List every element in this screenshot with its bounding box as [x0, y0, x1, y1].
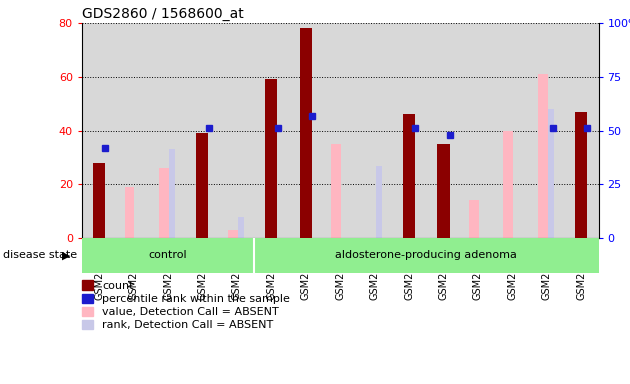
Bar — [238, 217, 244, 238]
Bar — [159, 168, 169, 238]
Bar — [331, 144, 341, 238]
Bar — [254, 238, 598, 273]
Text: control: control — [149, 250, 187, 260]
Text: ▶: ▶ — [62, 250, 70, 260]
Text: disease state: disease state — [3, 250, 77, 260]
Text: aldosterone-producing adenoma: aldosterone-producing adenoma — [335, 250, 517, 260]
Bar — [403, 114, 415, 238]
Bar — [538, 74, 547, 238]
Legend: count, percentile rank within the sample, value, Detection Call = ABSENT, rank, : count, percentile rank within the sample… — [82, 280, 290, 330]
Bar — [228, 230, 238, 238]
Bar — [437, 144, 450, 238]
Bar — [575, 112, 587, 238]
Bar — [93, 163, 105, 238]
Bar — [375, 166, 382, 238]
Bar — [548, 109, 554, 238]
Bar — [82, 238, 254, 273]
Bar — [469, 200, 479, 238]
Bar — [265, 79, 277, 238]
Bar — [125, 187, 134, 238]
Bar — [503, 131, 513, 238]
Bar — [300, 28, 312, 238]
Bar — [197, 133, 209, 238]
Bar — [169, 149, 175, 238]
Text: GDS2860 / 1568600_at: GDS2860 / 1568600_at — [82, 7, 244, 21]
